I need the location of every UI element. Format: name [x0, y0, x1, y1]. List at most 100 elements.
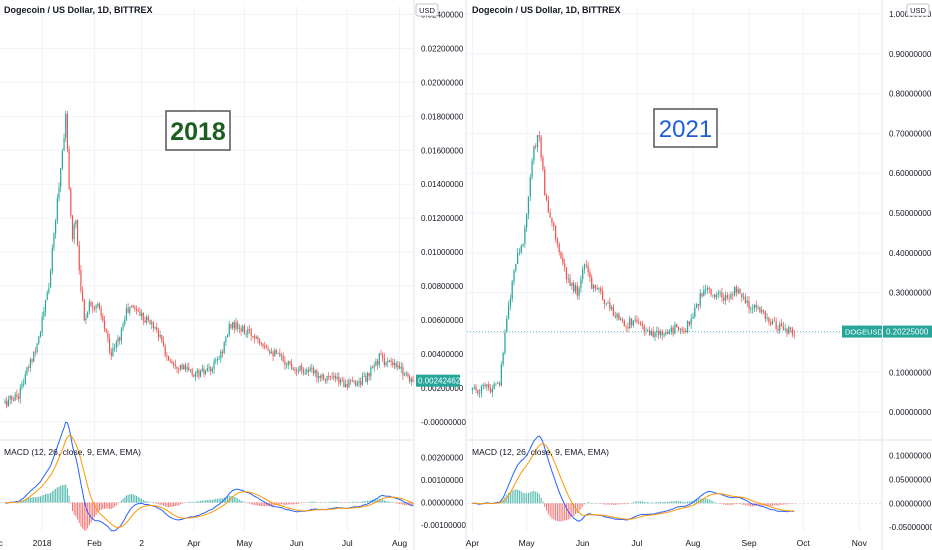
macd-histogram-bar — [314, 501, 316, 503]
price-axis-tick-label: 0.02000000 — [421, 78, 464, 87]
left-price-axis[interactable]: 0.02400000 0.02200000 0.02000000 0.01800000… — [421, 10, 466, 426]
candle-body — [518, 252, 521, 254]
candle-body — [392, 362, 394, 366]
candle-body — [370, 367, 372, 377]
macd-histogram-bar — [565, 503, 567, 521]
macd-histogram-bar — [544, 503, 546, 507]
macd-histogram-bar — [703, 498, 705, 504]
candle-body — [576, 285, 578, 296]
macd-histogram-bar — [272, 502, 274, 507]
candle-body — [600, 288, 602, 292]
candle-body — [641, 324, 643, 326]
candle-body — [220, 351, 222, 359]
candle-body — [667, 332, 669, 335]
candle-body — [562, 257, 564, 264]
macd-histogram-bar — [522, 492, 524, 504]
macd-histogram-bar — [368, 500, 370, 503]
macd-histogram-bar — [524, 493, 526, 504]
candle-body — [708, 287, 710, 289]
right-time-axis[interactable]: Apr May Jun Jul Aug Sep Oct Nov — [466, 538, 868, 548]
candle-body — [498, 382, 501, 386]
macd-histogram-bar — [668, 501, 670, 504]
right-chart-title: Dogecoin / US Dollar, 1D, BITTREX — [472, 5, 621, 15]
price-axis-tick-label: -0.00000000 — [421, 418, 466, 427]
candle-body — [85, 317, 87, 320]
macd-axis-tick-label: -0.05000000 — [889, 523, 932, 532]
macd-histogram-bar — [683, 501, 685, 504]
macd-histogram-bar — [400, 502, 402, 505]
candle-body — [480, 386, 483, 393]
candle-body — [326, 376, 328, 381]
time-axis-tick-label: Feb — [87, 538, 102, 548]
candle-body — [24, 374, 26, 384]
macd-histogram-bar — [735, 503, 737, 505]
candle-body — [344, 384, 347, 388]
candle-body — [179, 364, 181, 370]
macd-histogram-bar — [587, 502, 589, 504]
candle-body — [247, 329, 249, 335]
macd-signal-line — [472, 443, 795, 520]
macd-histogram-bar — [289, 502, 291, 505]
candle-body — [51, 247, 53, 272]
candle-body — [410, 378, 412, 382]
candle-body — [139, 311, 141, 316]
macd-histogram-bar — [279, 502, 281, 505]
macd-histogram-bar — [255, 502, 257, 506]
candle-body — [287, 361, 289, 365]
candle-body — [134, 307, 136, 310]
candle-body — [124, 320, 126, 325]
macd-axis-tick-label: -0.00100000 — [421, 521, 466, 530]
right-price-axis[interactable]: 1.000000000.900000000.800000000.70000000… — [889, 10, 932, 417]
candle-body — [730, 294, 732, 299]
candle-body — [264, 346, 266, 347]
candle-body — [668, 331, 671, 335]
macd-line — [472, 435, 795, 522]
candle-body — [321, 374, 323, 378]
candle-body — [609, 302, 611, 310]
macd-histogram-bar — [73, 502, 75, 515]
candle-body — [173, 363, 175, 365]
candle-body — [105, 328, 107, 332]
candle-body — [705, 289, 707, 291]
macd-histogram-bar — [726, 503, 728, 505]
price-axis-tick-label: 0.70000000 — [889, 129, 932, 138]
candle-body — [654, 332, 656, 337]
macd-histogram-bar — [412, 502, 414, 506]
candle-body — [706, 287, 709, 290]
candle-body — [255, 336, 257, 339]
macd-histogram-bar — [527, 492, 529, 504]
macd-histogram-bar — [166, 502, 168, 507]
candle-body — [723, 297, 725, 301]
candle-body — [223, 342, 225, 353]
macd-histogram-bar — [631, 502, 633, 504]
macd-histogram-bar — [233, 497, 235, 503]
macd-histogram-bar — [78, 502, 80, 524]
candle-body — [152, 322, 154, 329]
macd-histogram-bar — [112, 502, 114, 509]
candle-body — [215, 359, 217, 361]
left-time-axis[interactable]: ec 2018 Feb 2 Apr May Jun Jul Aug — [0, 538, 407, 548]
candle-body — [162, 341, 165, 347]
macd-histogram-bar — [238, 499, 240, 503]
candle-body — [715, 294, 718, 298]
candle-body — [331, 377, 333, 378]
candle-body — [493, 383, 495, 389]
macd-histogram-bar — [734, 503, 736, 505]
macd-histogram-bar — [262, 502, 264, 507]
candle-body — [366, 373, 369, 382]
candle-body — [639, 322, 642, 325]
macd-histogram-bar — [195, 501, 197, 503]
candle-body — [355, 380, 357, 386]
macd-histogram-bar — [147, 501, 149, 503]
candle-body — [259, 339, 261, 343]
candle-body — [205, 370, 207, 374]
macd-histogram-bar — [136, 495, 138, 503]
candle-body — [502, 353, 504, 365]
candle-body — [556, 238, 559, 245]
candle-body — [174, 364, 176, 367]
macd-histogram-bar — [779, 503, 781, 505]
candle-body — [112, 347, 114, 356]
macd-histogram-bar — [636, 501, 638, 504]
candle-body — [569, 278, 571, 286]
candle-body — [142, 312, 144, 321]
